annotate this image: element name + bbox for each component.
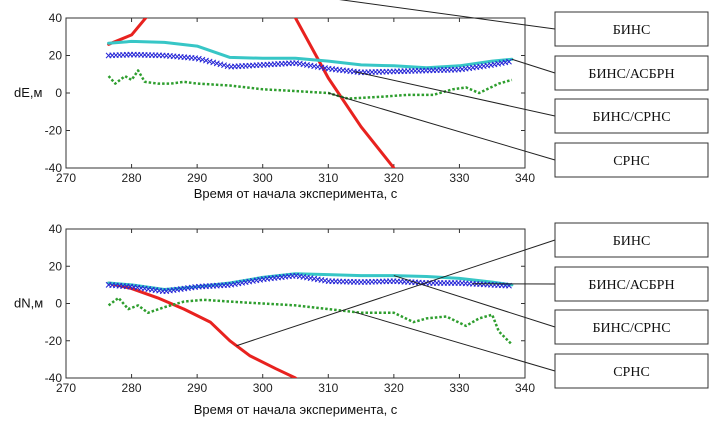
series-line-bins [107, 281, 297, 378]
x-tick-label: 330 [449, 171, 469, 185]
series-bins_srns [105, 51, 512, 76]
x-tick-label: 330 [449, 381, 469, 395]
series-line-bins_asbrn [107, 272, 514, 291]
callout-box [554, 353, 709, 389]
series-line-srns [107, 296, 513, 346]
callout-label: БИНС/СРНС [592, 321, 670, 336]
callout-leader-line [511, 58, 556, 74]
x-tick-label: 310 [318, 381, 338, 395]
x-tick-label: 320 [384, 171, 404, 185]
y-tick-label: -20 [45, 124, 63, 138]
callout-box [554, 222, 709, 258]
series-bins_srns [105, 272, 512, 295]
y-axis-label: dN,м [14, 296, 43, 311]
x-tick-label: 280 [122, 171, 142, 185]
callout-label: СРНС [613, 154, 650, 169]
series-bins [107, 18, 396, 168]
x-tick-label: 270 [56, 171, 76, 185]
plot-series-group [105, 272, 514, 378]
callout-box [554, 266, 709, 302]
series-point-bins_srns [210, 59, 217, 66]
x-tick-label: 290 [187, 381, 207, 395]
x-tick-label: 340 [515, 171, 535, 185]
series-line-bins_asbrn [107, 39, 514, 70]
x-tick-label: 300 [253, 381, 273, 395]
callout-box [554, 55, 709, 91]
plot-series-group [105, 18, 514, 168]
callout-box [554, 142, 709, 178]
series-point-bins_srns [195, 55, 202, 62]
y-tick-label: 0 [55, 297, 62, 311]
plot-area-frame [65, 228, 526, 379]
y-tick-label: -40 [45, 161, 63, 175]
callout-label: БИНС/АСБРН [588, 67, 674, 82]
series-bins_asbrn [107, 39, 514, 70]
callout-label: БИНС [613, 23, 651, 38]
callout-box [554, 98, 709, 134]
x-tick-label: 320 [384, 381, 404, 395]
callout-leader-line [354, 71, 556, 117]
series-point-bins_srns [221, 62, 227, 69]
chart-dn: 270 280 290 300 310 320 330 340 -40 -20 0 20 40 Время… [14, 222, 709, 417]
y-tick-label: -40 [45, 371, 63, 385]
series-point-bins_srns [199, 56, 206, 63]
y-tick-label: 20 [49, 49, 63, 63]
series-point-bins_srns [213, 60, 220, 67]
callout-label: СРНС [613, 365, 650, 380]
x-axis-label: Время от начала эксперимента, с [194, 402, 398, 417]
series-srns [107, 69, 513, 100]
series-point-bins_srns [505, 58, 512, 65]
callout-leader-line [393, 275, 556, 328]
series-bins_asbrn [107, 272, 514, 291]
x-tick-label: 280 [122, 381, 142, 395]
x-tick-label: 340 [515, 381, 535, 395]
callout-label: БИНС [613, 234, 651, 249]
series-line-srns [107, 69, 513, 100]
callout-leader-line [339, 0, 556, 30]
x-tick-label: 290 [187, 171, 207, 185]
callout-box [554, 11, 709, 47]
y-tick-label: 40 [49, 222, 63, 236]
callout-label: БИНС/СРНС [592, 110, 670, 125]
x-tick-label: 300 [253, 171, 273, 185]
x-axis-label: Время от начала эксперимента, с [194, 186, 398, 201]
y-tick-label: 0 [55, 86, 62, 100]
y-axis-label: dE,м [14, 85, 43, 100]
y-tick-label: 40 [49, 11, 63, 25]
callout-label: БИНС/АСБРН [588, 278, 674, 293]
callout-box [554, 309, 709, 345]
series-bins [107, 281, 297, 378]
chart-de: 270 280 290 300 310 320 330 340 -40 -20 0 20 40 Время… [14, 0, 709, 201]
y-tick-label: -20 [45, 334, 63, 348]
series-point-bins_srns [217, 61, 224, 68]
x-tick-label: 310 [318, 171, 338, 185]
x-tick-label: 270 [56, 381, 76, 395]
y-tick-label: 20 [49, 259, 63, 273]
series-point-bins_srns [206, 58, 213, 65]
series-srns [107, 296, 513, 346]
callout-leader-line [328, 92, 556, 161]
callout-leader-line [354, 311, 556, 372]
callout-leader-line [236, 239, 556, 347]
series-point-bins_srns [203, 57, 209, 64]
series-line-bins [107, 18, 396, 168]
